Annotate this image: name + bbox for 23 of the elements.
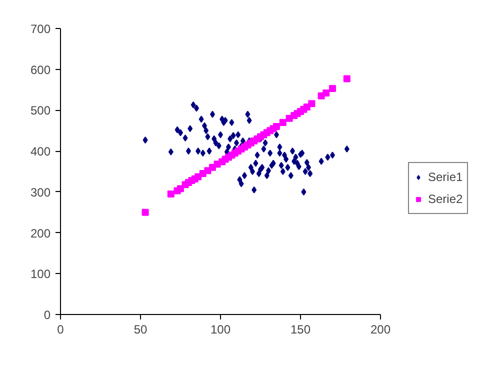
y-tick-label: 400 [30,144,51,159]
y-tick-label: 600 [30,62,51,77]
y-tick-label: 500 [30,104,51,118]
x-tick-label: 100 [210,322,231,336]
y-tick-label: 700 [30,22,51,36]
point [279,118,286,126]
y-tick-label: 300 [30,185,51,200]
x-tick-label: 0 [57,322,64,336]
point [322,90,330,97]
x-tick-label: 150 [290,322,311,336]
y-tick-label: 200 [30,226,51,240]
legend-label: Serie1 [428,170,463,184]
point [167,190,174,198]
y-tick-label: 100 [30,267,51,282]
point [343,75,350,82]
legend-label: Serie2 [428,192,463,206]
point [142,208,149,216]
point [329,85,336,92]
point [273,123,280,130]
y-tick-label: 0 [44,308,51,322]
x-tick-label: 200 [370,322,391,336]
x-tick-label: 50 [134,322,148,336]
point [308,100,316,108]
